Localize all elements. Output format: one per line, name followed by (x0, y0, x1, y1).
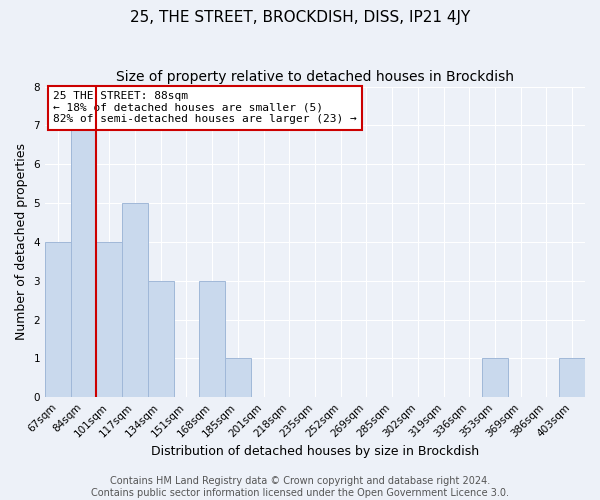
Bar (122, 203, 148, 397)
Bar (225, 358, 251, 397)
Text: 25, THE STREET, BROCKDISH, DISS, IP21 4JY: 25, THE STREET, BROCKDISH, DISS, IP21 4J… (130, 10, 470, 25)
Y-axis label: Number of detached properties: Number of detached properties (15, 144, 28, 340)
Bar (71, 126, 97, 397)
Bar (482, 358, 508, 397)
Bar (199, 280, 225, 397)
Bar (148, 280, 173, 397)
Bar (97, 242, 122, 397)
Bar (45, 242, 71, 397)
X-axis label: Distribution of detached houses by size in Brockdish: Distribution of detached houses by size … (151, 444, 479, 458)
Title: Size of property relative to detached houses in Brockdish: Size of property relative to detached ho… (116, 70, 514, 84)
Text: 25 THE STREET: 88sqm
← 18% of detached houses are smaller (5)
82% of semi-detach: 25 THE STREET: 88sqm ← 18% of detached h… (53, 91, 357, 124)
Text: Contains HM Land Registry data © Crown copyright and database right 2024.
Contai: Contains HM Land Registry data © Crown c… (91, 476, 509, 498)
Bar (559, 358, 585, 397)
